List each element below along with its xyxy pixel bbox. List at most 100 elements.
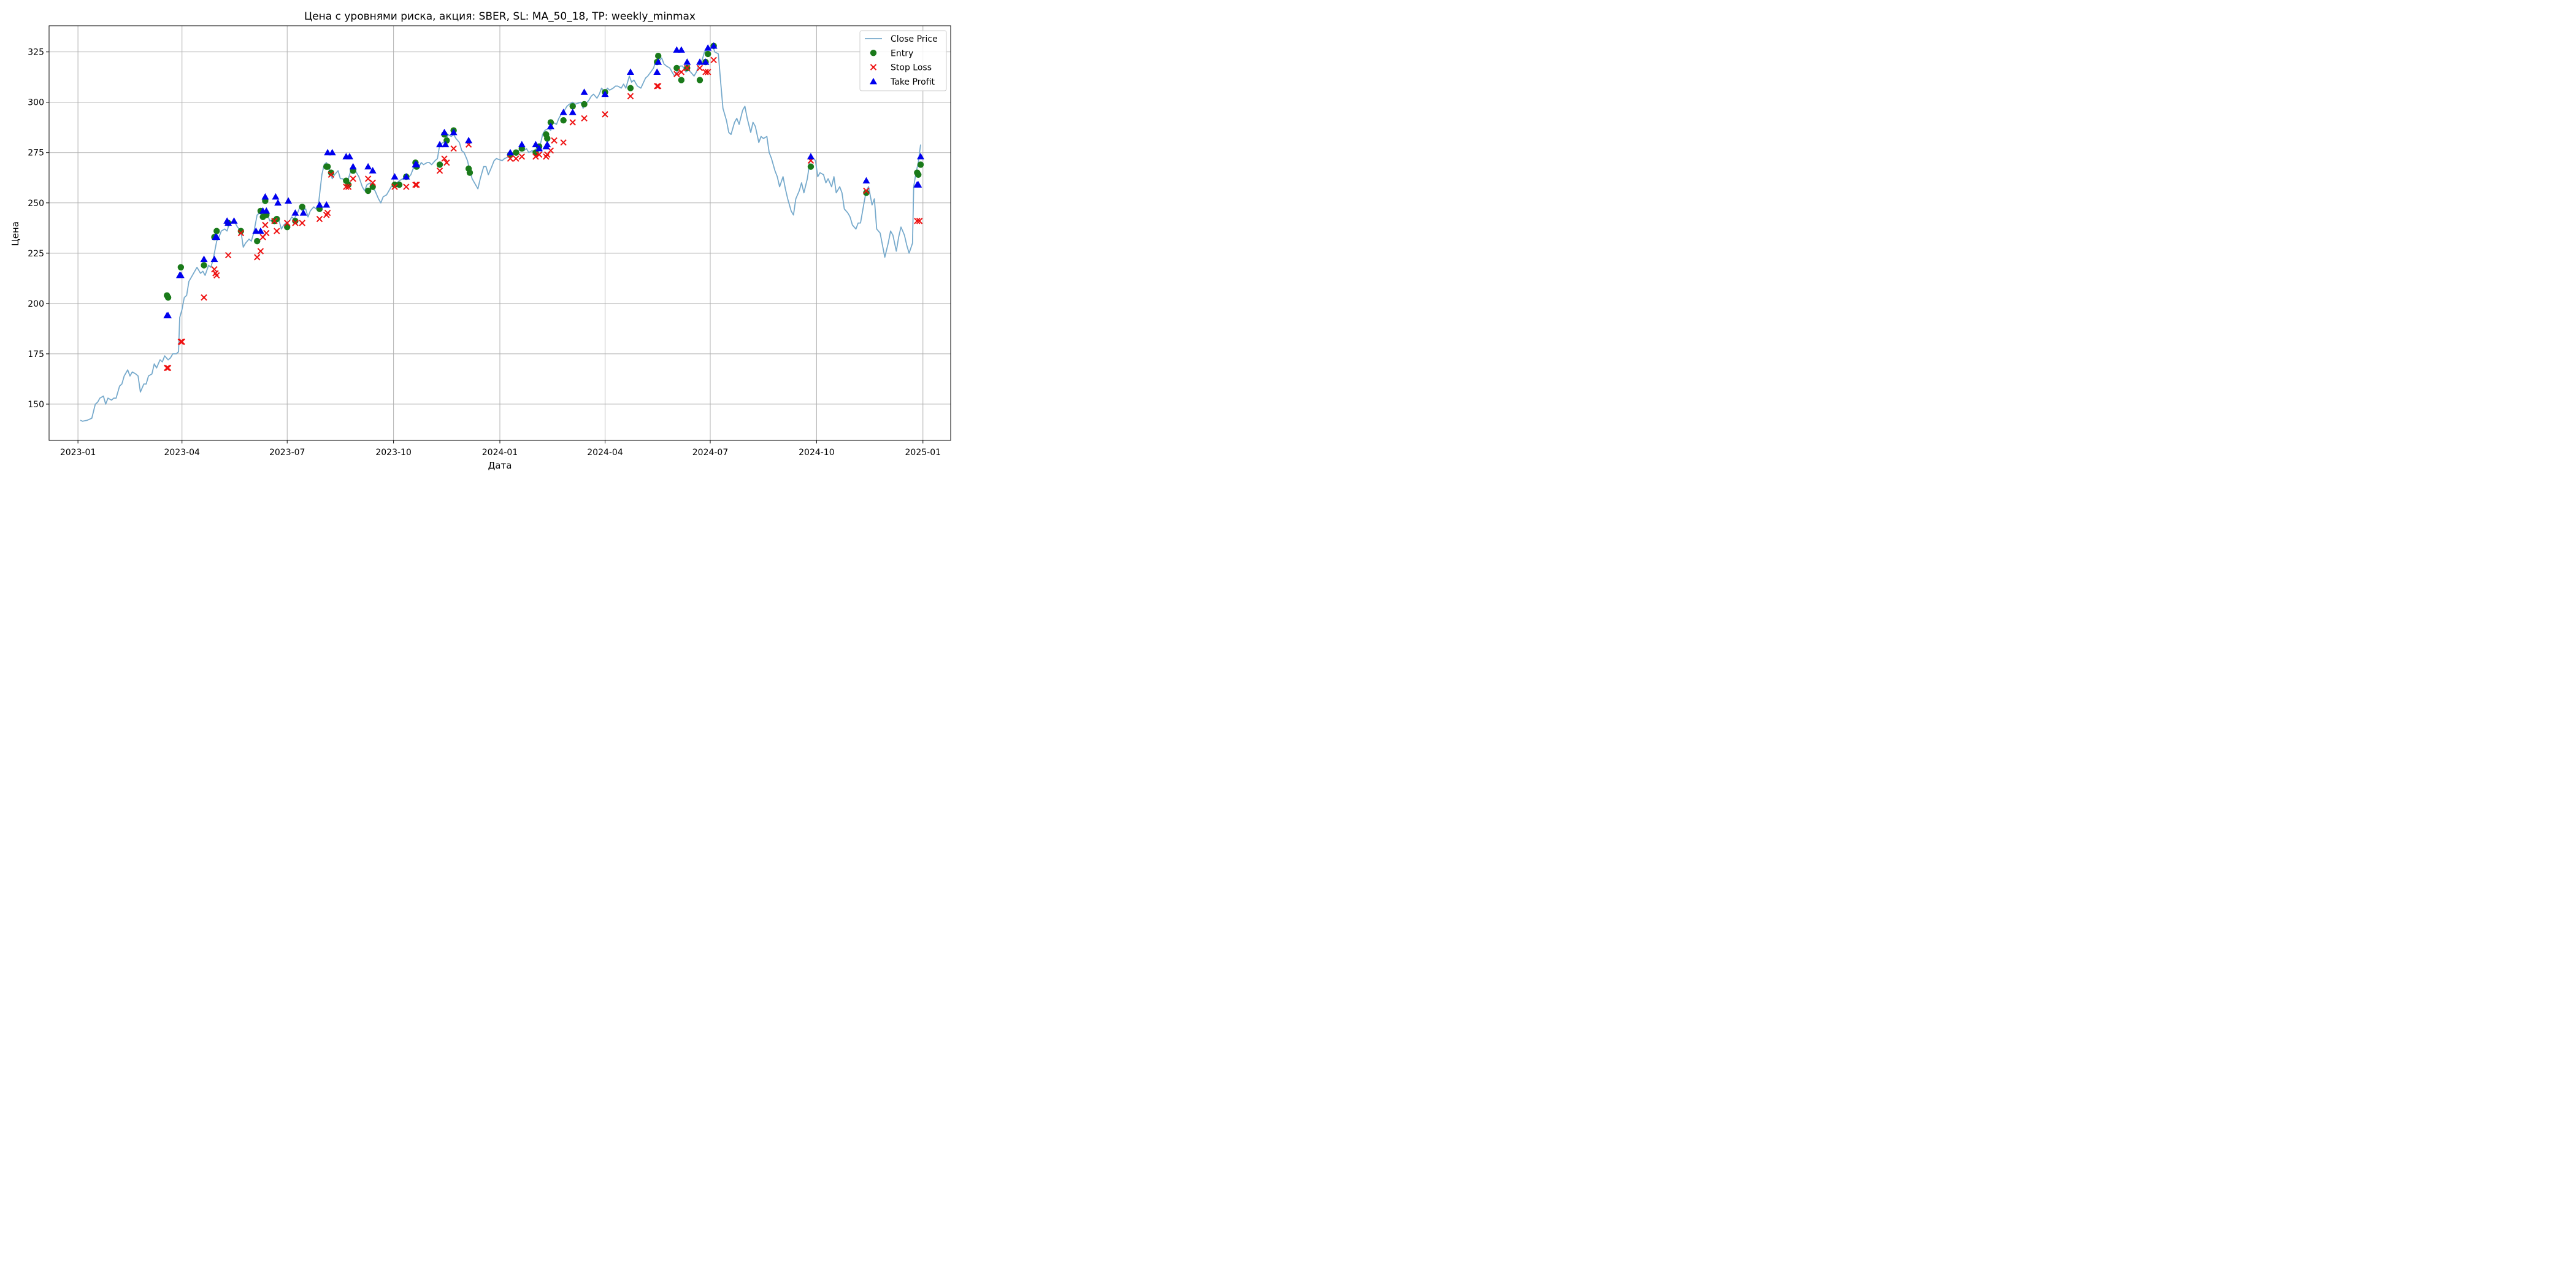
take-profit-point [653, 68, 661, 75]
entry-point [164, 294, 172, 301]
take-profit-point [291, 209, 299, 216]
entry-point [513, 149, 519, 156]
take-profit-point [364, 163, 372, 170]
take-profit-point [710, 42, 718, 49]
entry-point [654, 53, 662, 59]
stop-loss-point [916, 218, 923, 224]
take-profit-point [677, 46, 685, 53]
stop-loss-point [274, 228, 280, 234]
legend-box [859, 30, 947, 91]
take-profit-point [580, 88, 588, 95]
entry-point [696, 77, 703, 83]
stop-loss-point [914, 218, 921, 224]
stop-loss-point [324, 209, 331, 217]
take-profit-point [559, 109, 567, 115]
x-axis-title: Дата [488, 460, 512, 471]
x-axis-ticks: 2023-01 2023-04 2023-07 2023-10 2024-01 2024-… [60, 440, 941, 458]
x-tick-label: 2024-10 [799, 448, 835, 458]
figure-background [0, 0, 962, 481]
entry-point [678, 77, 685, 83]
stop-loss-point [551, 137, 558, 144]
take-profit-point [440, 128, 448, 136]
legend-label: Close Price [891, 34, 938, 44]
entry-point [177, 264, 185, 270]
legend-entry-swatch [870, 50, 877, 56]
take-profit-point [230, 217, 238, 224]
stop-loss-point [177, 338, 185, 345]
y-tick-label: 300 [28, 98, 44, 108]
x-tick-label: 2024-04 [587, 448, 623, 458]
take-profit-point [299, 209, 307, 216]
x-tick-label: 2023-07 [269, 448, 305, 458]
take-profit-point [532, 140, 540, 148]
stop-loss-point [164, 364, 172, 372]
stop-loss-point [316, 215, 323, 223]
x-tick-label: 2023-10 [375, 448, 412, 458]
take-profit-point [402, 173, 410, 180]
x-tick-label: 2023-01 [60, 448, 96, 458]
take-profit-point [324, 148, 332, 156]
entry-point [915, 171, 922, 178]
entry-point [213, 228, 220, 234]
take-profit-point [177, 271, 185, 278]
stop-loss-point [654, 83, 661, 90]
take-profit-point [316, 201, 323, 208]
stop-loss-point [262, 221, 269, 229]
stop-loss-point [863, 187, 870, 194]
entry-point [391, 182, 398, 188]
take-profit-point [436, 140, 443, 148]
stop-loss-point [284, 220, 291, 226]
entry-point [569, 103, 576, 110]
stop-loss-point [178, 338, 185, 345]
take-profit-point [704, 44, 712, 51]
stop-loss-point [257, 248, 264, 255]
take-profit-point [272, 193, 280, 200]
take-profit-point [654, 58, 662, 65]
entry-point [547, 119, 554, 126]
take-profit-point [442, 140, 450, 148]
stop-loss-point [328, 171, 335, 178]
y-tick-label: 200 [28, 299, 44, 309]
stop-loss-point [569, 119, 576, 126]
stop-loss-point [343, 183, 350, 190]
take-profit-point [807, 153, 815, 159]
entry-point [466, 169, 473, 176]
take-profit-point [213, 233, 221, 240]
take-profit-point [917, 153, 924, 159]
take-profit-point [285, 197, 293, 204]
stop-loss-point [271, 218, 278, 224]
price-risk-chart: 2023-01 2023-04 2023-07 2023-10 2024-01 2024-… [0, 0, 962, 481]
stop-loss-point [696, 64, 703, 72]
stop-loss-point [710, 56, 717, 63]
take-profit-point [252, 227, 260, 234]
take-profit-point [702, 58, 710, 65]
stop-loss-point [678, 69, 685, 75]
entry-point [237, 228, 245, 234]
stop-loss-point [673, 71, 680, 77]
y-tick-label: 225 [28, 249, 44, 259]
stop-loss-point [535, 151, 543, 158]
take-profit-point [274, 199, 282, 206]
stop-loss-point [292, 220, 299, 226]
entry-point [581, 101, 588, 108]
y-tick-label: 325 [28, 48, 44, 58]
take-profit-point [349, 163, 357, 170]
stop-loss-point [684, 64, 691, 72]
entry-point [328, 169, 335, 176]
stop-loss-point [350, 175, 356, 182]
stop-loss-point [391, 183, 398, 190]
take-profit-point [200, 255, 208, 263]
stop-loss-point [627, 93, 634, 100]
legend-label: Take Profit [890, 77, 935, 87]
x-tick-label: 2024-07 [692, 448, 729, 458]
entry-point [560, 117, 567, 124]
entry-point [863, 190, 870, 196]
y-tick-label: 150 [28, 400, 44, 410]
take-profit-point [535, 145, 543, 151]
legend-stop-loss-swatch [870, 64, 877, 71]
take-profit-point [261, 193, 269, 200]
take-profit-point [506, 148, 514, 156]
legend-label: Stop Loss [891, 63, 932, 73]
y-tick-label: 250 [28, 199, 44, 209]
stop-loss-point [237, 229, 245, 237]
